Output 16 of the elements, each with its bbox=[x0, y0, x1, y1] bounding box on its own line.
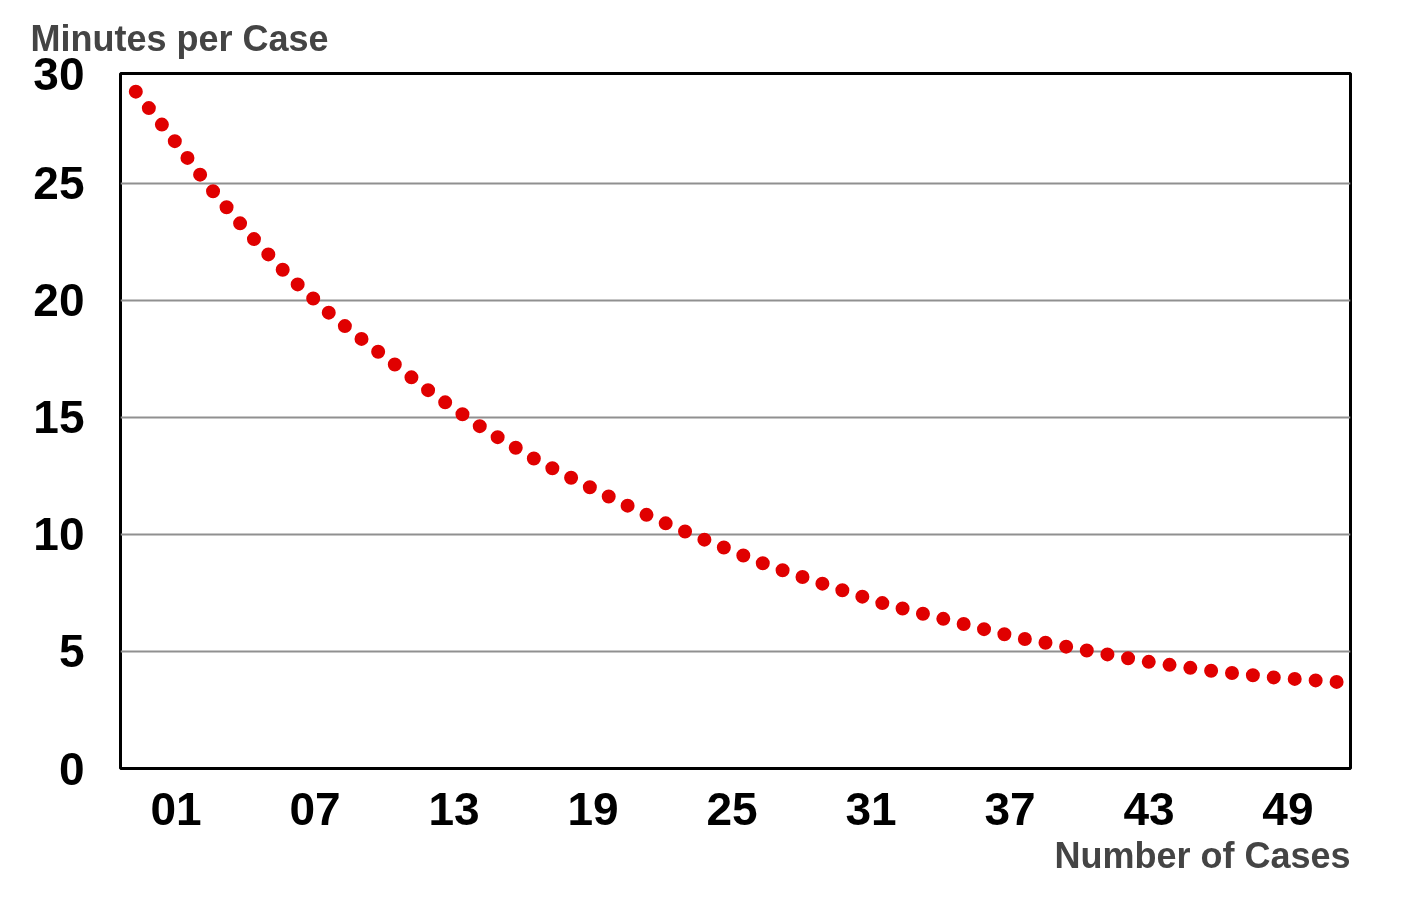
x-tick-label: 43 bbox=[1123, 782, 1175, 835]
y-tick-label: 10 bbox=[33, 508, 85, 561]
x-tick-label: 25 bbox=[706, 782, 758, 835]
y-tick-label: 25 bbox=[33, 157, 85, 210]
x-tick-label: 13 bbox=[428, 782, 480, 835]
x-axis-title: Number of Cases bbox=[1054, 834, 1351, 876]
y-tick-label: 20 bbox=[33, 274, 85, 327]
y-tick-label: 15 bbox=[33, 391, 85, 444]
x-tick-label: 07 bbox=[289, 782, 341, 835]
x-tick-label: 49 bbox=[1262, 782, 1314, 835]
y-tick-label: 0 bbox=[58, 742, 85, 795]
x-tick-label: 01 bbox=[150, 782, 202, 835]
x-tick-label: 19 bbox=[567, 782, 619, 835]
x-tick-label: 31 bbox=[845, 782, 897, 835]
y-tick-label: 5 bbox=[58, 625, 85, 678]
x-tick-label: 37 bbox=[984, 782, 1036, 835]
